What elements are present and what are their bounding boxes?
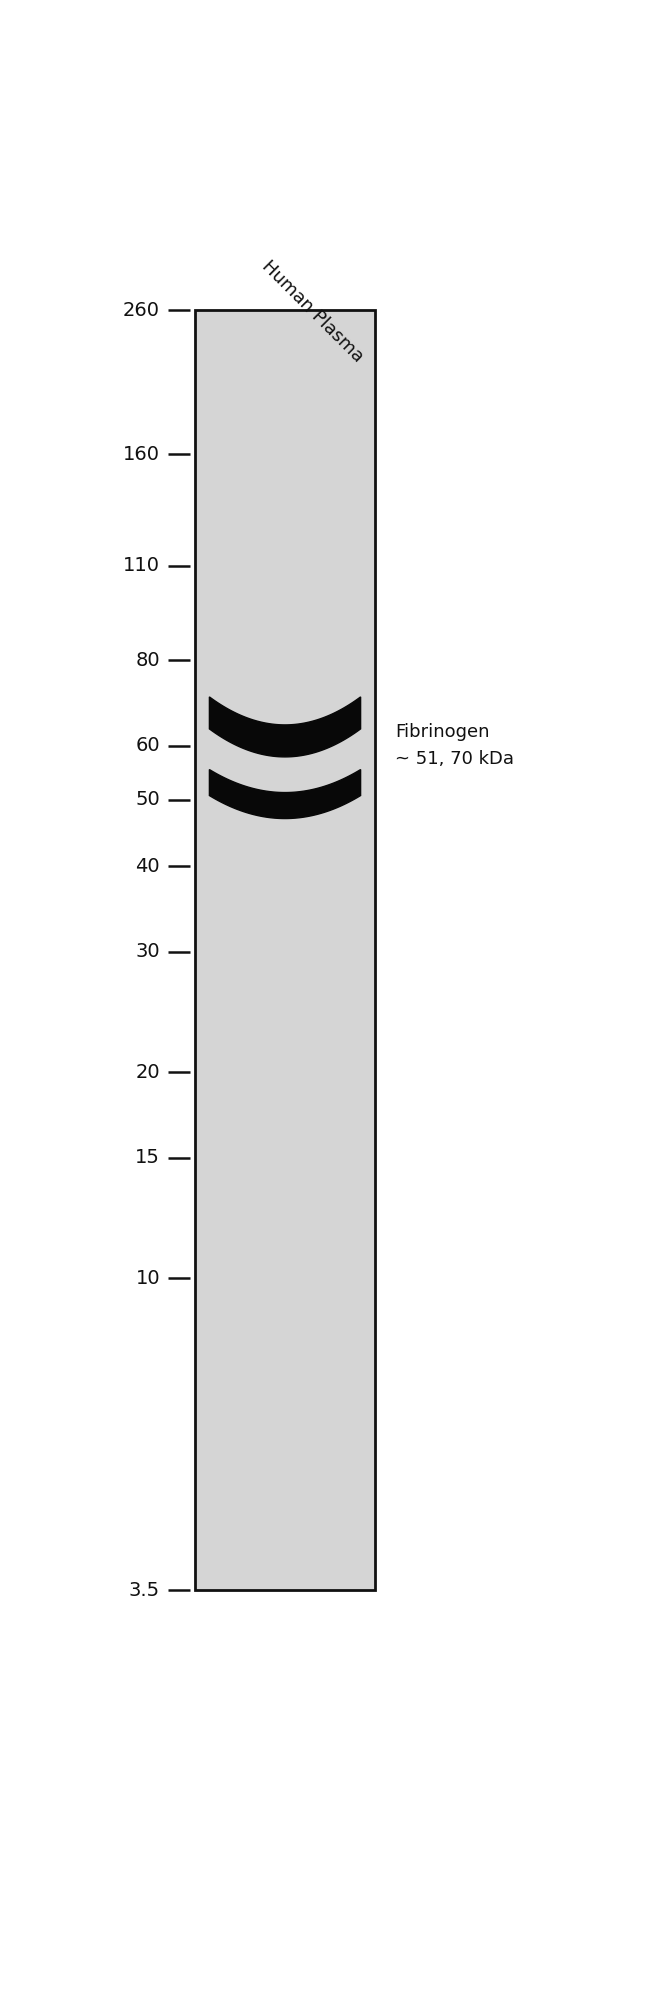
Bar xyxy=(195,310,375,1590)
Text: 60: 60 xyxy=(135,736,160,756)
Polygon shape xyxy=(209,696,361,756)
Text: 160: 160 xyxy=(123,444,160,464)
Text: 10: 10 xyxy=(135,1268,160,1288)
Text: 20: 20 xyxy=(135,1062,160,1082)
Text: Fibrinogen
~ 51, 70 kDa: Fibrinogen ~ 51, 70 kDa xyxy=(395,724,514,768)
Text: 80: 80 xyxy=(135,650,160,670)
Text: 110: 110 xyxy=(123,556,160,576)
Polygon shape xyxy=(209,770,361,818)
Text: Human Plasma: Human Plasma xyxy=(258,258,367,366)
Text: 15: 15 xyxy=(135,1148,160,1168)
Text: 50: 50 xyxy=(135,790,160,810)
Text: 3.5: 3.5 xyxy=(129,1580,160,1600)
Text: 30: 30 xyxy=(135,942,160,962)
Text: 40: 40 xyxy=(135,856,160,876)
Text: 260: 260 xyxy=(123,300,160,320)
